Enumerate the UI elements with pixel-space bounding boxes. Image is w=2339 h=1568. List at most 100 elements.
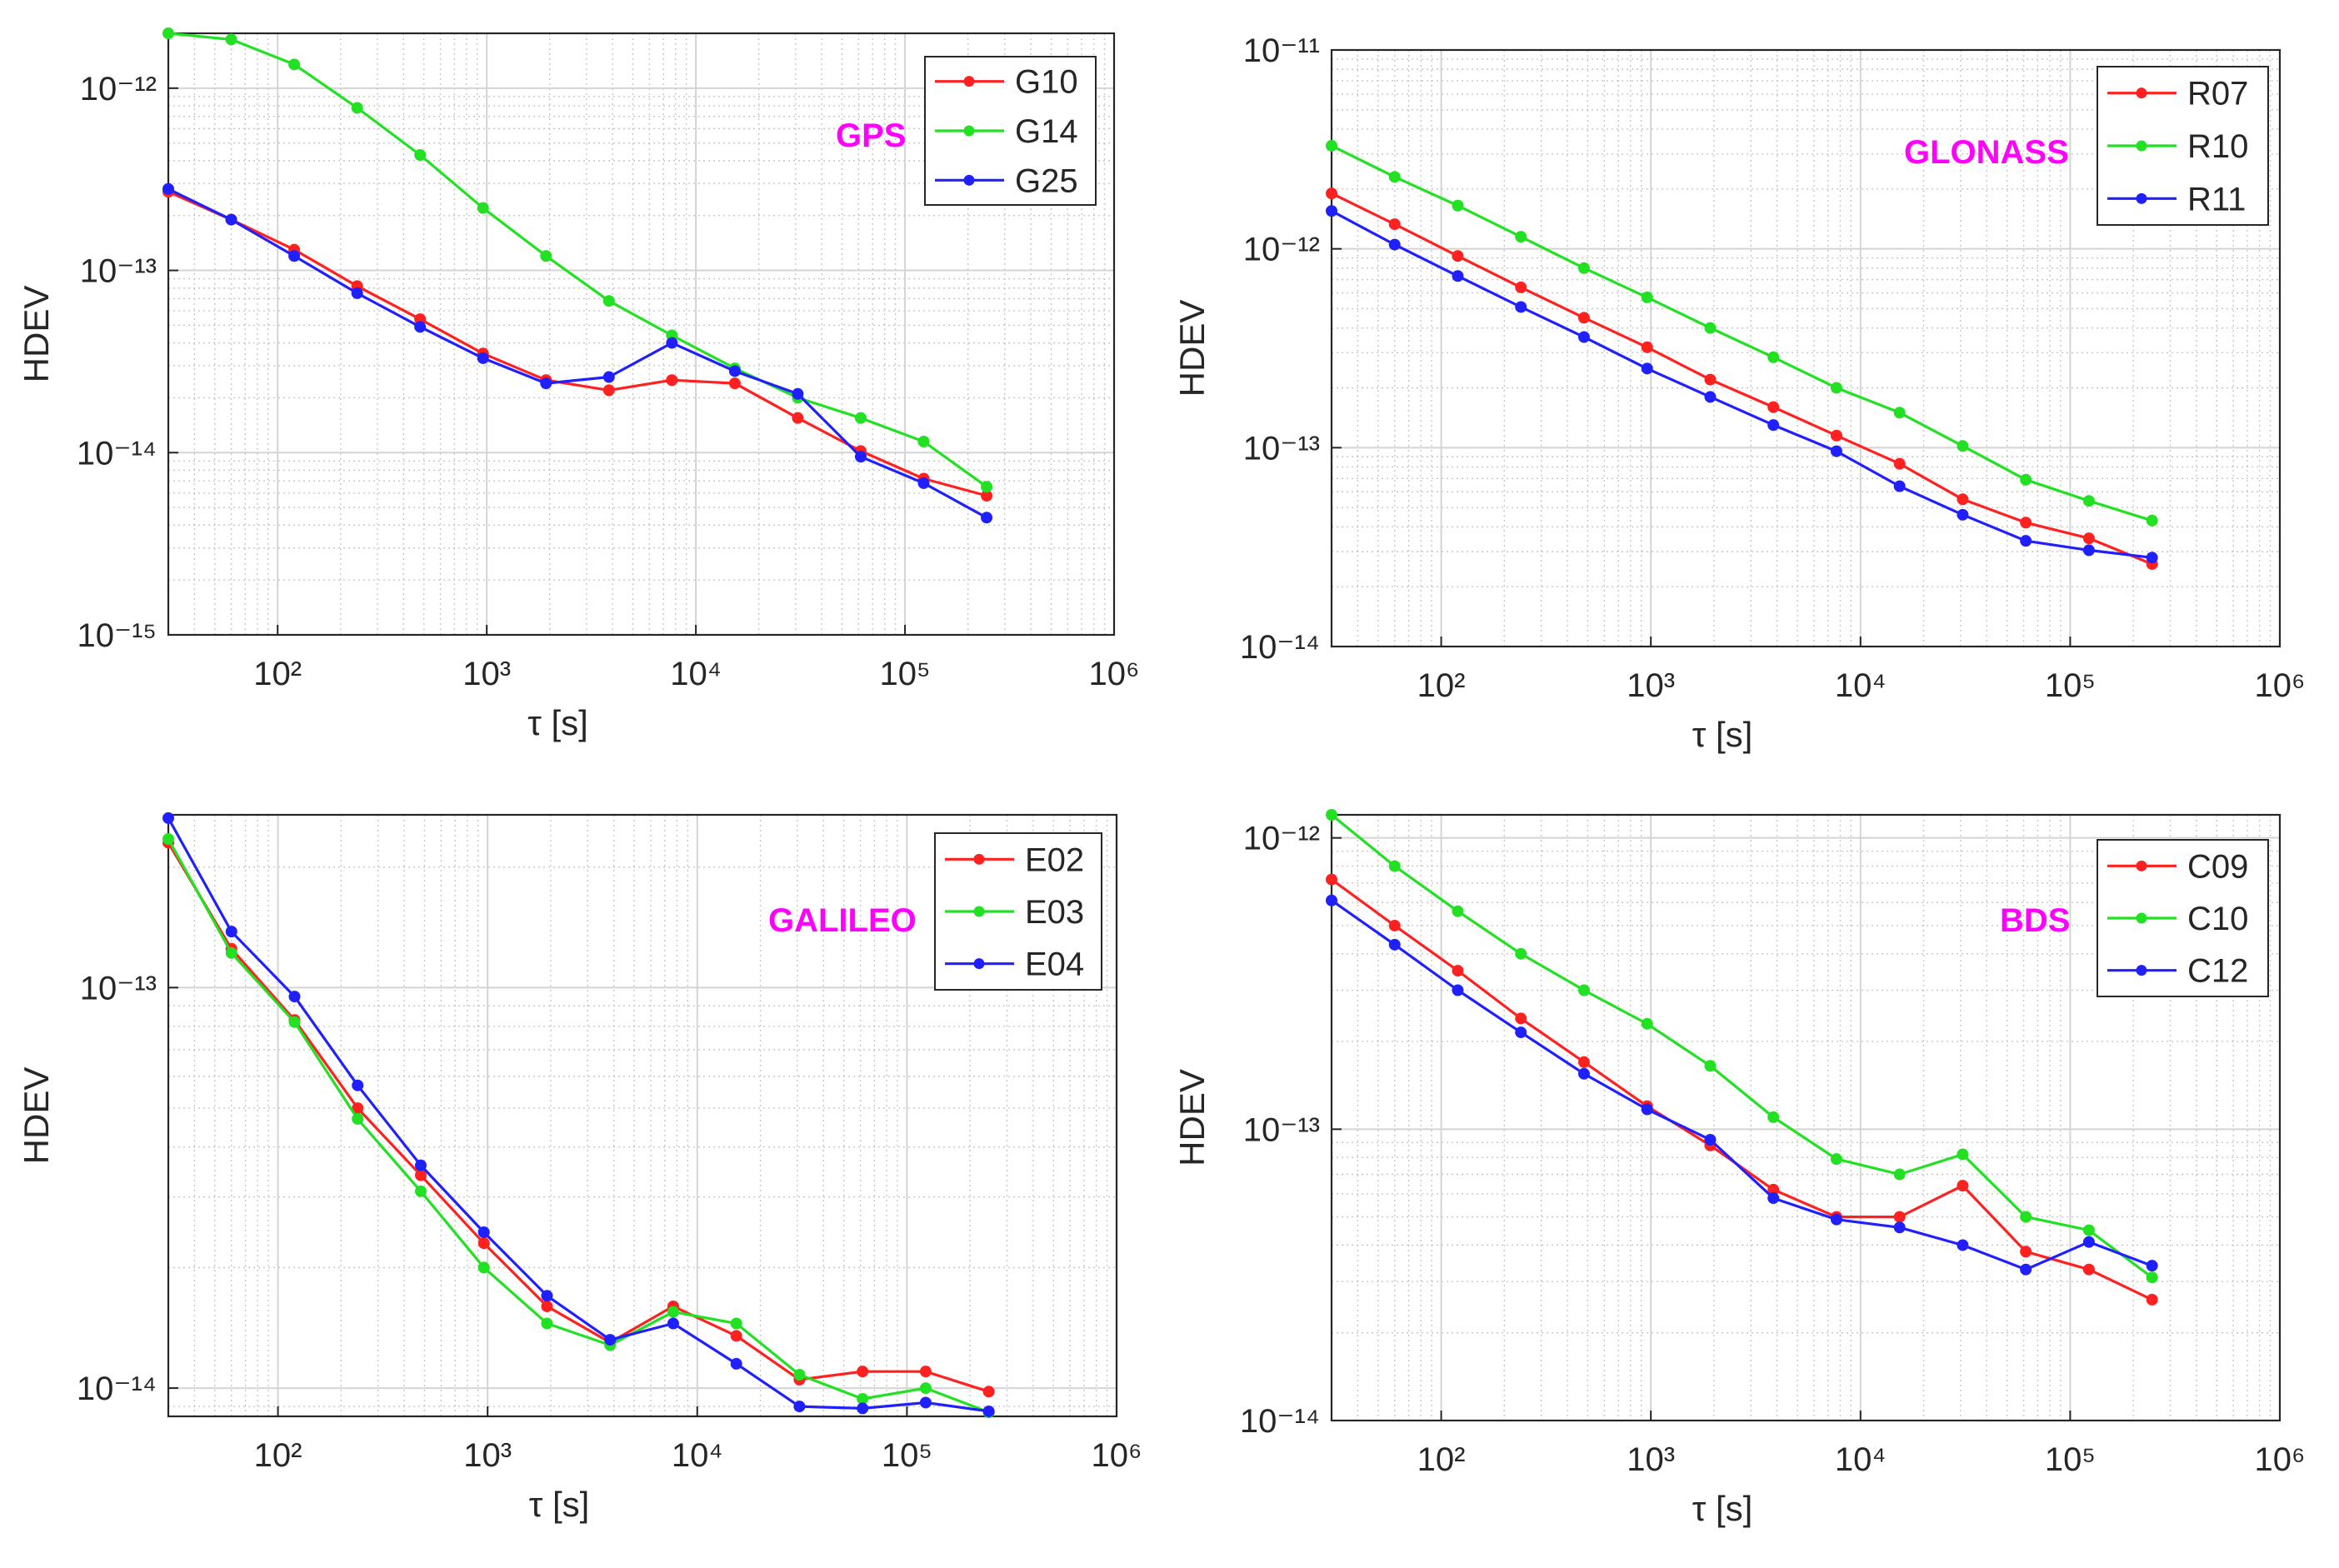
data-point-g25: [917, 477, 930, 489]
data-point-c09: [2082, 1263, 2095, 1276]
data-point-c09: [1957, 1180, 1969, 1192]
constellation-label: GLONASS: [1904, 134, 2069, 171]
data-point-c10: [2082, 1224, 2095, 1236]
data-point-c10: [1767, 1111, 1780, 1123]
legend-label-g14: G14: [1015, 113, 1078, 150]
data-point-r11: [2082, 544, 2095, 557]
data-point-g14: [477, 202, 489, 214]
series-line-g14: [167, 32, 988, 488]
data-point-r07: [1388, 218, 1401, 231]
legend-marker-g14: [963, 125, 975, 137]
data-point-g25: [854, 451, 867, 463]
data-point-r07: [1452, 250, 1464, 262]
data-point-e02: [477, 1237, 490, 1250]
legend: R07 R10 R11: [2097, 66, 2269, 226]
data-point-r07: [1893, 457, 1906, 470]
legend: E02 E03 E04: [934, 832, 1102, 991]
data-point-g10: [792, 412, 804, 424]
data-point-c10: [1515, 947, 1527, 960]
data-point-e04: [793, 1401, 806, 1413]
data-point-c10: [1388, 860, 1401, 872]
data-point-c12: [1577, 1067, 1590, 1080]
series-line-e03: [167, 838, 990, 1414]
legend-marker-c09: [2136, 860, 2147, 871]
data-point-g14: [414, 149, 427, 162]
y-tick-label: 10⁻¹⁴: [1240, 629, 1320, 666]
data-point-g14: [288, 58, 301, 71]
data-point-g25: [728, 365, 741, 377]
data-point-c12: [2082, 1236, 2095, 1248]
y-axis-label: HDEV: [1172, 300, 1212, 397]
data-point-r10: [1452, 199, 1464, 212]
data-point-e03: [730, 1317, 742, 1330]
x-tick-label: 10²: [1417, 1441, 1466, 1478]
data-point-c10: [1893, 1168, 1906, 1181]
data-point-r10: [1577, 262, 1590, 274]
legend-marker-r07: [2136, 87, 2147, 99]
series-line-e04: [167, 817, 989, 1413]
y-tick-label: 10⁻¹³: [80, 253, 157, 290]
data-point-e04: [414, 1159, 427, 1171]
chart-panel-glonass: 10² 10³ 10⁴ 10⁵ 10⁶ 10⁻¹⁴ 10⁻¹³ 10⁻¹² 10⁻¹¹ τ [s]…: [1172, 32, 2305, 754]
data-point-e03: [541, 1317, 553, 1330]
data-point-r11: [1957, 508, 1969, 521]
data-point-e02: [541, 1300, 553, 1312]
y-tick-label: 10⁻¹⁴: [77, 1371, 157, 1407]
axes-box: [1330, 813, 2282, 1422]
legend-marker-g25: [963, 174, 975, 186]
data-point-g25: [162, 182, 174, 195]
y-tick-label: 10⁻¹²: [1243, 232, 1320, 268]
series-line-r11: [1331, 209, 2152, 559]
x-tick-label: 10⁵: [2045, 1441, 2096, 1478]
data-point-e03: [477, 1261, 490, 1274]
data-point-c12: [1893, 1221, 1906, 1234]
x-tick-label: 10⁴: [1835, 667, 1887, 704]
legend-label-e04: E04: [1025, 946, 1084, 983]
data-point-c10: [1326, 809, 1337, 821]
data-point-e04: [352, 1079, 364, 1091]
legend-marker-c12: [2136, 965, 2147, 976]
data-point-e04: [541, 1290, 553, 1302]
data-point-e03: [352, 1112, 364, 1125]
data-point-g14: [981, 481, 993, 493]
data-point-e04: [919, 1396, 932, 1409]
data-point-c12: [1515, 1026, 1527, 1039]
data-point-r10: [1388, 171, 1401, 183]
data-point-g14: [602, 295, 615, 307]
data-point-c12: [1452, 984, 1464, 996]
constellation-label: GPS: [836, 117, 906, 154]
data-point-c12: [1388, 938, 1401, 951]
data-point-e04: [225, 926, 237, 938]
legend-label-c09: C09: [2187, 848, 2248, 885]
data-point-c10: [1830, 1153, 1842, 1166]
y-tick-label: 10⁻¹³: [1243, 430, 1320, 467]
legend-marker-g10: [963, 76, 975, 87]
data-point-e04: [667, 1317, 679, 1330]
data-point-e04: [477, 1226, 490, 1238]
data-point-r11: [1893, 480, 1906, 492]
y-tick-label: 10⁻¹³: [1243, 1111, 1320, 1148]
data-point-r10: [1957, 440, 1969, 452]
data-point-c09: [1893, 1211, 1906, 1223]
legend-marker-r10: [2136, 140, 2147, 152]
y-axis-label: HDEV: [17, 286, 56, 383]
legend-label-c12: C12: [2187, 953, 2248, 990]
x-tick-label: 10³: [1627, 1441, 1675, 1478]
data-point-g14: [540, 250, 552, 262]
y-axis-label: HDEV: [1172, 1069, 1212, 1166]
data-point-r10: [1515, 231, 1527, 243]
data-point-r10: [1767, 351, 1780, 363]
data-point-r11: [1830, 445, 1842, 457]
data-point-r11: [1704, 391, 1717, 403]
data-point-c10: [1957, 1148, 1969, 1161]
data-point-c10: [2146, 1271, 2158, 1284]
x-tick-label: 10⁶: [1092, 1437, 1142, 1474]
x-axis-label: τ [s]: [527, 703, 588, 742]
series-line-r10: [1331, 144, 2153, 522]
data-point-r11: [1641, 362, 1653, 375]
data-point-e03: [162, 832, 174, 845]
x-tick-label: 10³: [463, 1437, 512, 1474]
data-point-e03: [288, 1016, 301, 1028]
data-point-r10: [1704, 322, 1717, 334]
data-point-e02: [730, 1330, 742, 1342]
